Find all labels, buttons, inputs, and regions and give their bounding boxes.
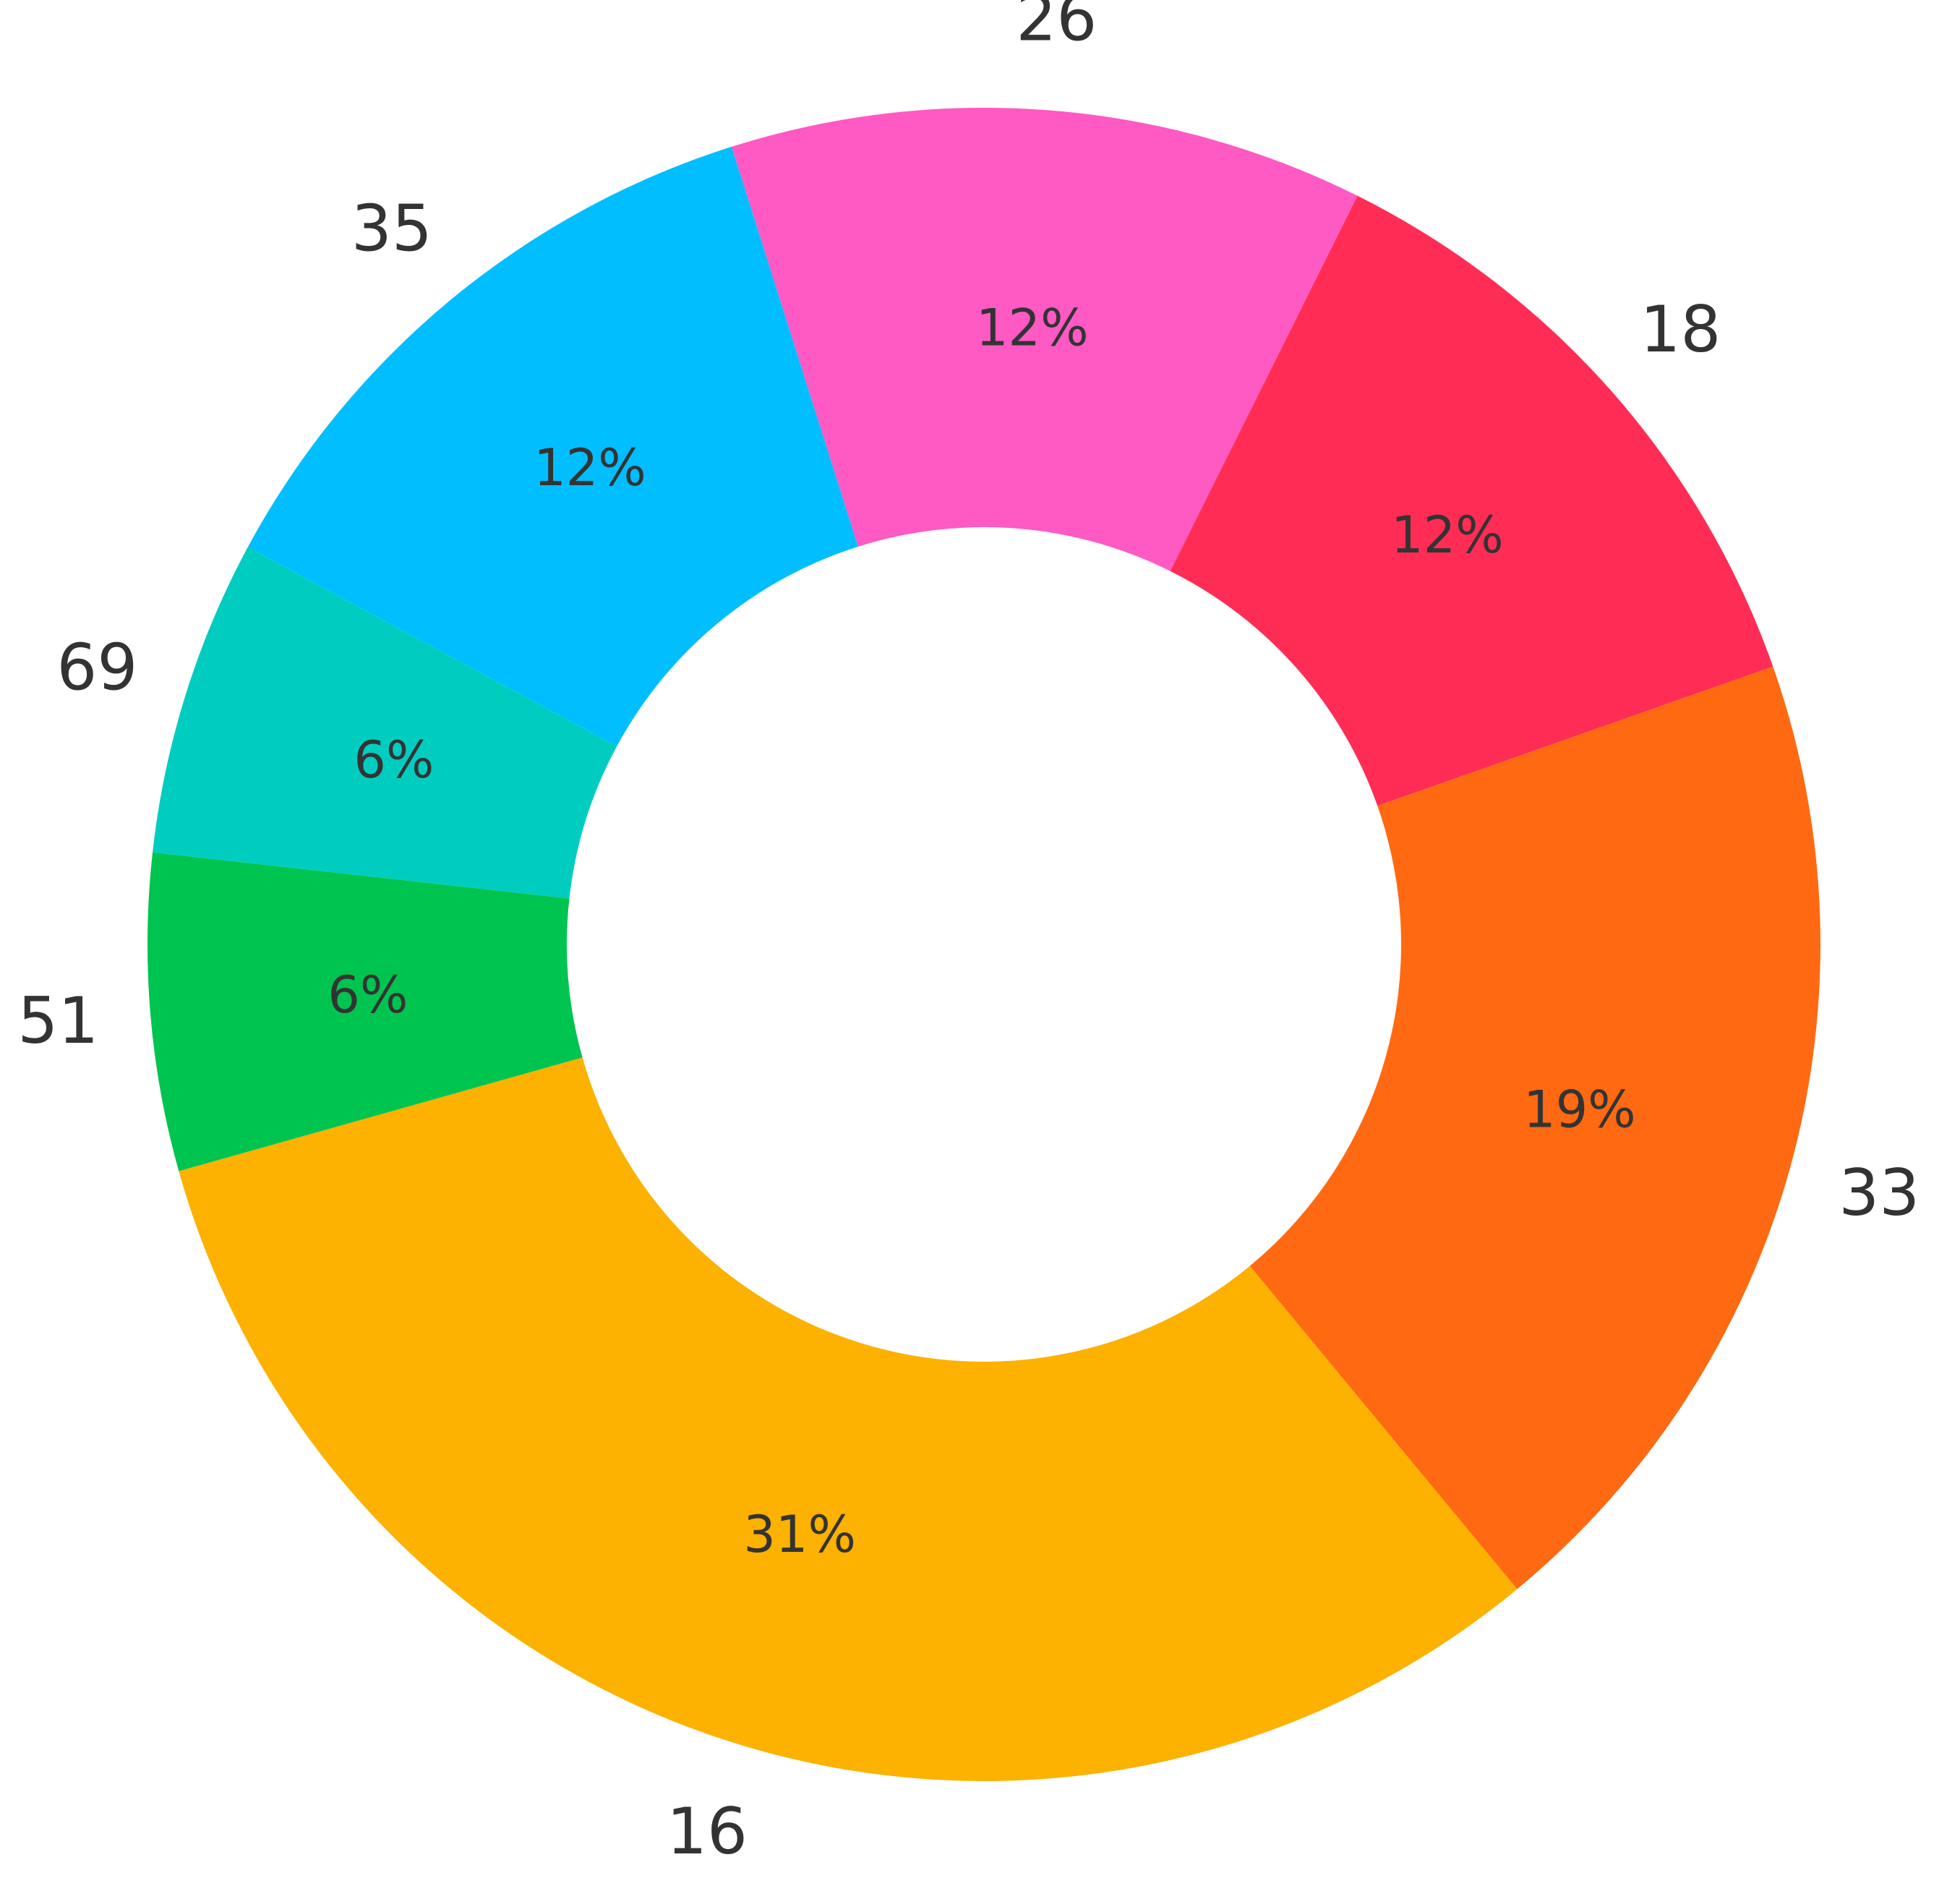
slices-layer — [147, 107, 1820, 1781]
percent-label-69: 6% — [354, 730, 434, 790]
slice-26 — [731, 107, 1358, 571]
category-label-26: 26 — [1016, 0, 1097, 55]
percent-label-16: 31% — [743, 1505, 856, 1564]
slice-33 — [1249, 666, 1820, 1589]
percent-label-26: 12% — [976, 299, 1089, 358]
percent-labels-layer: 31% 6% 6% 12% 12% 12% 19% — [328, 299, 1635, 1565]
slice-51 — [147, 852, 583, 1171]
percent-label-51: 6% — [328, 965, 408, 1025]
slice-69 — [153, 547, 617, 899]
slice-35 — [247, 146, 858, 746]
percent-label-18: 12% — [1391, 505, 1504, 565]
percent-label-33: 19% — [1523, 1080, 1636, 1140]
category-label-16: 16 — [667, 1794, 748, 1869]
category-label-18: 18 — [1640, 292, 1721, 367]
category-labels-layer: 16 51 69 35 26 18 33 — [17, 0, 1920, 1869]
percent-label-35: 12% — [534, 438, 646, 498]
category-label-33: 33 — [1839, 1156, 1920, 1230]
category-label-69: 69 — [56, 631, 137, 705]
category-label-35: 35 — [351, 191, 432, 265]
slice-16 — [179, 1057, 1518, 1781]
category-label-51: 51 — [17, 983, 98, 1058]
slice-18 — [1170, 195, 1773, 806]
